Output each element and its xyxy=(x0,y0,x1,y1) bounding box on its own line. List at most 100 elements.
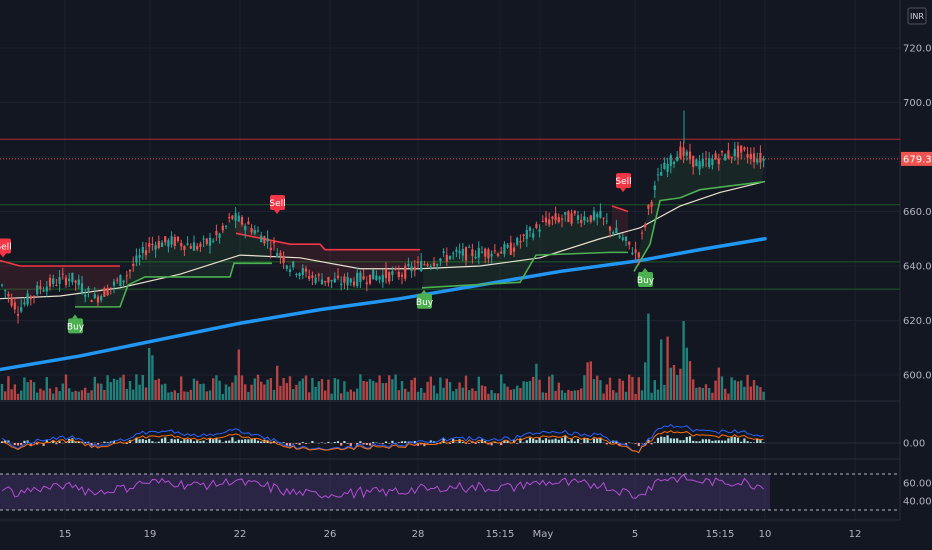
candle-body xyxy=(45,286,48,292)
candle-body xyxy=(554,213,557,221)
macd-histogram-bar xyxy=(141,439,144,443)
volume-bar xyxy=(426,381,429,400)
volume-bar xyxy=(176,392,180,400)
candle-body xyxy=(138,255,141,258)
macd-histogram-bar xyxy=(112,440,116,443)
candle-body xyxy=(560,218,564,220)
buy-signal-badge xyxy=(68,318,83,334)
volume-bar xyxy=(180,376,183,400)
macd-histogram-bar xyxy=(730,436,733,443)
macd-histogram-bar xyxy=(240,439,244,443)
candle-body xyxy=(333,278,336,283)
candle-body xyxy=(381,274,384,283)
candle-body xyxy=(304,268,308,272)
volume-bar xyxy=(615,392,618,400)
candle-body xyxy=(112,281,116,286)
macd-histogram-bar xyxy=(96,443,100,445)
macd-histogram-bar xyxy=(208,438,212,443)
time-tick-label: 15 xyxy=(59,529,72,540)
candle-body xyxy=(7,293,10,297)
candle-body xyxy=(32,295,36,297)
volume-bar xyxy=(676,374,679,400)
macd-histogram-bar xyxy=(650,443,653,445)
macd-histogram-bar xyxy=(340,443,343,446)
macd-histogram-bar xyxy=(717,440,720,443)
sma-200-line xyxy=(0,237,767,372)
volume-bar xyxy=(42,390,45,400)
candle-body xyxy=(557,217,560,223)
candle-body xyxy=(192,242,196,251)
volume-bar xyxy=(170,391,173,400)
candle-body xyxy=(698,161,701,170)
candle-body xyxy=(269,247,272,250)
volume-bar xyxy=(455,388,458,400)
volume-bar xyxy=(464,375,468,400)
volume-bar xyxy=(730,377,733,400)
macd-histogram-bar xyxy=(708,439,711,443)
candle-body xyxy=(119,275,122,287)
candle-body xyxy=(490,253,493,257)
candle-body xyxy=(189,246,192,249)
current-price-label: 679.30 xyxy=(903,154,932,165)
currency-badge[interactable]: INR xyxy=(907,7,927,25)
macd-histogram-bar xyxy=(605,443,608,445)
macd-histogram-bar xyxy=(71,438,74,443)
volume-bar xyxy=(138,384,141,400)
candle-body xyxy=(640,232,644,234)
volume-bar xyxy=(471,388,474,400)
candle-body xyxy=(592,210,596,221)
macd-histogram-bar xyxy=(135,437,138,443)
volume-bar xyxy=(228,386,231,400)
macd-histogram-bar xyxy=(404,441,407,443)
volume-bar xyxy=(640,390,644,400)
candle-body xyxy=(298,273,301,277)
volume-bar xyxy=(740,380,743,400)
macd-histogram-bar xyxy=(583,437,586,443)
candle-body xyxy=(285,265,288,269)
candle-body xyxy=(84,294,87,297)
macd-histogram-bar xyxy=(228,440,231,443)
macd-histogram-bar xyxy=(733,436,736,443)
volume-bar xyxy=(183,391,186,400)
macd-histogram-bar xyxy=(589,442,592,443)
volume-bar xyxy=(64,374,68,400)
candle-body xyxy=(525,230,528,239)
volume-bar xyxy=(314,386,317,400)
volume-bar xyxy=(208,390,212,400)
volume-bar xyxy=(151,355,154,400)
macd-histogram-bar xyxy=(756,438,759,443)
volume-bar xyxy=(109,382,112,400)
volume-bar xyxy=(564,392,567,400)
candle-body xyxy=(688,151,692,160)
rsi-tick-label: 40.00 xyxy=(903,497,932,508)
volume-bar xyxy=(637,377,640,400)
macd-histogram-bar xyxy=(429,440,432,443)
candle-body xyxy=(151,243,154,245)
candle-body xyxy=(42,290,45,292)
candle-body xyxy=(218,233,221,238)
volume-bar xyxy=(624,391,628,400)
candle-body xyxy=(186,243,189,245)
candle-body xyxy=(682,147,685,156)
candle-body xyxy=(144,250,148,256)
macd-histogram-bar xyxy=(192,441,196,443)
candle-body xyxy=(608,226,612,231)
time-tick-label: May xyxy=(533,529,554,540)
macd-histogram-bar xyxy=(676,438,679,443)
candle-body xyxy=(109,287,112,289)
candle-body xyxy=(746,154,749,158)
candle-body xyxy=(164,236,167,243)
volume-bar xyxy=(685,347,688,400)
candle-body xyxy=(580,219,583,224)
volume-bar xyxy=(688,361,692,400)
candle-body xyxy=(717,158,720,165)
macd-histogram-bar xyxy=(615,440,618,443)
sell-signal-badge xyxy=(270,194,285,210)
volume-bar xyxy=(90,390,93,400)
cloud-area xyxy=(634,151,765,272)
volume-bar xyxy=(7,376,10,400)
volume-bar xyxy=(160,384,164,400)
candle-body xyxy=(708,158,711,167)
volume-bar xyxy=(432,385,436,400)
